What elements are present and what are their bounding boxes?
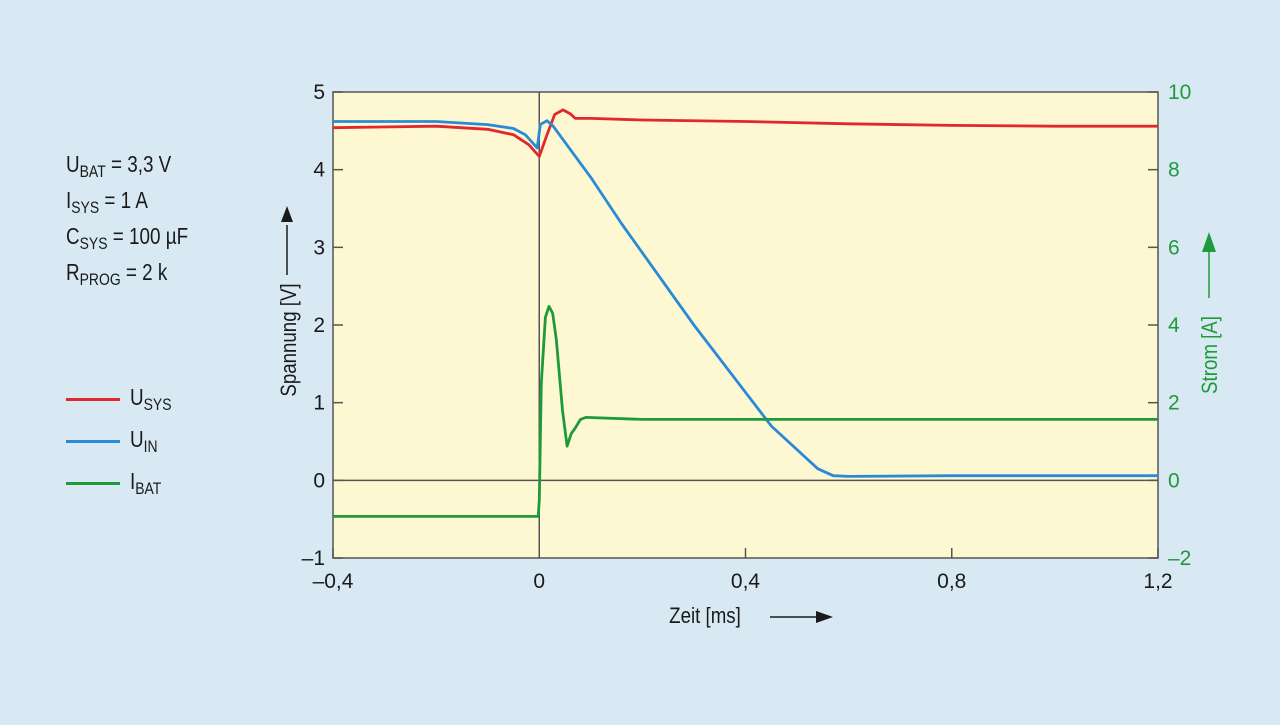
y2-tick-label: –2 [1168, 547, 1191, 570]
param-sub: SYS [71, 198, 100, 217]
y2-tick-label: 10 [1168, 81, 1191, 104]
param-value: = 2 k [120, 259, 168, 285]
param-rprog: RPROG = 2 k [66, 258, 188, 294]
y2-tick-label: 4 [1168, 314, 1180, 337]
y-tick-label: 4 [313, 159, 325, 182]
x-tick-label: 0 [533, 570, 545, 593]
series-line-uin [333, 119, 1158, 478]
legend-item-usys: USYS [66, 378, 181, 420]
param-sub: SYS [79, 234, 108, 253]
param-value: = 100 µF [107, 223, 189, 249]
plot-area [332, 91, 1159, 559]
x-tick-label: –0,4 [313, 570, 354, 593]
param-symbol: I [66, 187, 72, 213]
x-axis-arrow-icon [816, 611, 833, 623]
param-symbol: U [66, 151, 80, 177]
y-tick-label: 5 [313, 81, 325, 104]
param-symbol: C [66, 223, 80, 249]
parameter-block: UBAT = 3,3 V ISYS = 1 A CSYS = 100 µF RP… [66, 150, 188, 294]
y-tick-label: 0 [313, 469, 325, 492]
y-tick-label: 3 [313, 236, 325, 259]
legend-sub: BAT [135, 478, 162, 498]
legend-swatch [66, 439, 120, 443]
param-value: = 3,3 V [105, 151, 172, 177]
legend-label: IBAT [130, 468, 161, 499]
legend-sub: IN [143, 436, 158, 456]
legend-swatch [66, 481, 120, 485]
legend-item-ibat: IBAT [66, 462, 181, 504]
y-tick-label: 2 [313, 314, 325, 337]
y2-tick-label: 0 [1168, 469, 1180, 492]
series-line-ibat [333, 305, 1158, 518]
legend: USYS UIN IBAT [66, 378, 181, 504]
param-isys: ISYS = 1 A [66, 186, 188, 222]
series-line-usys [332, 108, 1158, 158]
param-sub: BAT [79, 162, 106, 181]
legend-label: USYS [130, 384, 172, 415]
param-value: = 1 A [99, 187, 148, 213]
y2-axis-arrow-icon [1202, 232, 1216, 252]
param-symbol: R [66, 259, 80, 285]
y-tick-label: 1 [313, 392, 325, 415]
y2-axis-label: Strom [A] [1199, 316, 1223, 394]
y-tick-label: –1 [302, 547, 325, 570]
y2-tick-label: 2 [1168, 392, 1180, 415]
legend-symbol: U [130, 425, 144, 452]
y2-tick-label: 8 [1168, 159, 1180, 182]
x-tick-label: 0,8 [937, 570, 966, 593]
y2-tick-label: 6 [1168, 236, 1180, 259]
legend-symbol: U [130, 383, 144, 410]
x-tick-label: 0,4 [731, 570, 761, 593]
param-csys: CSYS = 100 µF [66, 222, 188, 258]
legend-label: UIN [130, 426, 158, 457]
param-ubat: UBAT = 3,3 V [66, 150, 188, 186]
x-axis-label: Zeit [ms] [669, 605, 741, 629]
y-axis-arrow-icon [281, 206, 293, 222]
legend-swatch [66, 397, 120, 401]
legend-sub: SYS [143, 394, 172, 414]
y-axis-label: Spannung [V] [278, 283, 302, 396]
x-tick-label: 1,2 [1143, 570, 1172, 593]
legend-item-uin: UIN [66, 420, 181, 462]
param-sub: PROG [79, 270, 121, 289]
legend-symbol: I [130, 467, 136, 494]
